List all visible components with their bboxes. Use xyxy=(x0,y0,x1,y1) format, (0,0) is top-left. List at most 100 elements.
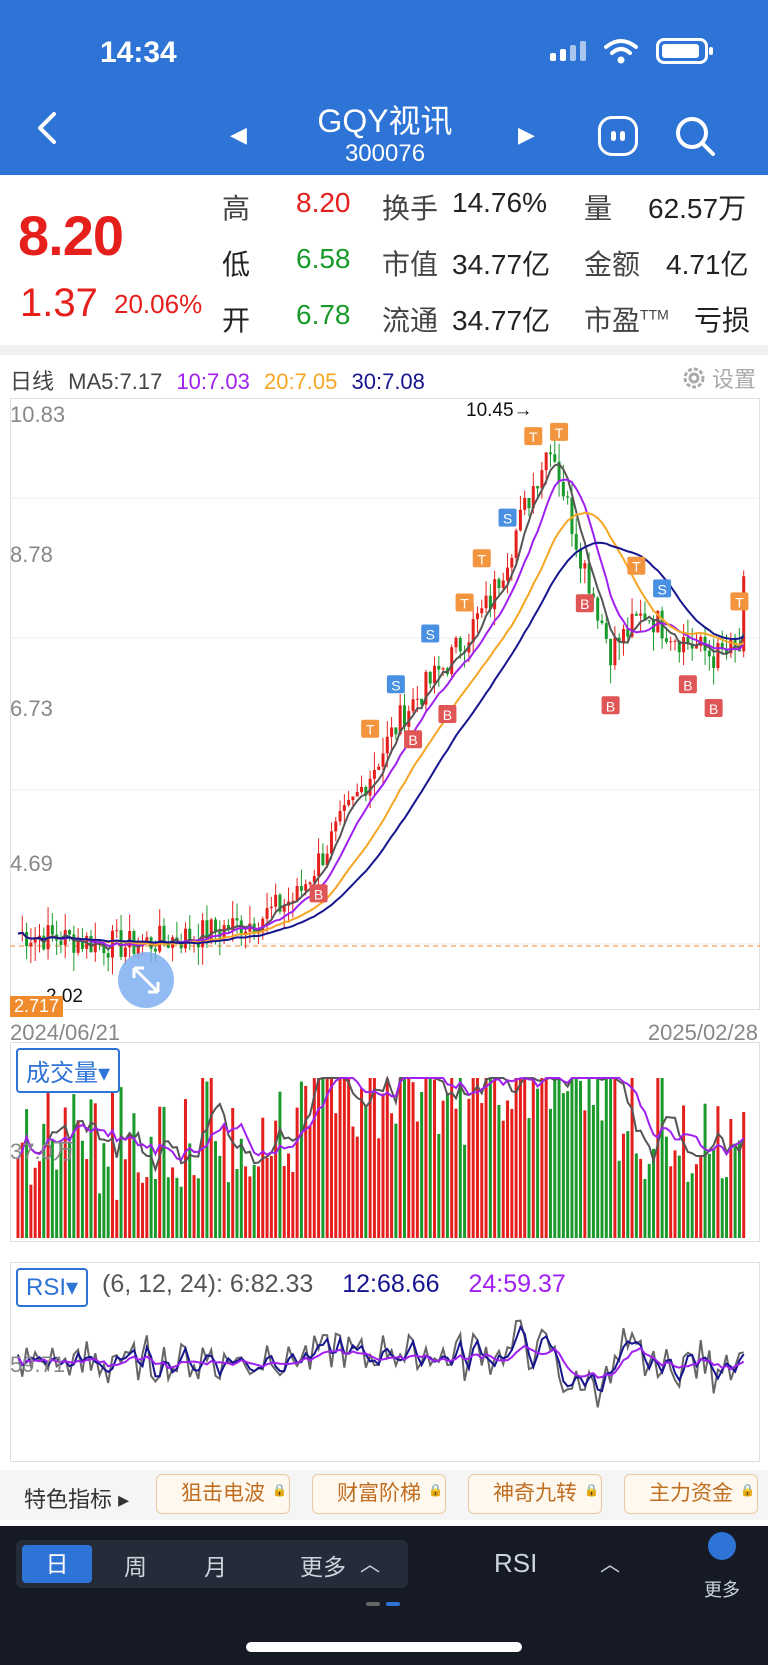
volume-bar xyxy=(634,1153,638,1238)
candle-body xyxy=(441,668,445,670)
volume-bar xyxy=(338,1078,342,1238)
candle-body xyxy=(694,645,698,649)
volume-bar xyxy=(587,1078,591,1238)
volume-bar xyxy=(42,1123,46,1238)
chevron-up-icon[interactable]: ︿ xyxy=(600,1554,620,1576)
period-more[interactable]: 更多 xyxy=(300,1554,346,1580)
volume-bar xyxy=(218,1155,222,1238)
current-price-badge: 2.717 xyxy=(10,996,64,1017)
expand-chart-icon[interactable] xyxy=(118,952,174,1008)
candle-body xyxy=(574,534,578,550)
candle-body xyxy=(360,786,364,793)
svg-text:S: S xyxy=(503,511,512,527)
candle-body xyxy=(329,831,333,854)
candle-body xyxy=(570,497,574,535)
candle-body xyxy=(471,619,475,643)
volume-bar xyxy=(506,1100,510,1238)
volume-selector[interactable]: 成交量▾ xyxy=(16,1048,121,1093)
volume-bar xyxy=(261,1117,265,1238)
svg-text:B: B xyxy=(683,677,692,693)
signal-marker: B xyxy=(678,675,697,694)
volume-bar xyxy=(347,1078,351,1238)
candle-body xyxy=(72,934,76,953)
chevron-up-icon[interactable]: ︿ xyxy=(360,1554,380,1576)
volume-bar xyxy=(548,1108,552,1238)
candle-body xyxy=(347,800,351,806)
feature-magic-nine[interactable]: 神奇九转 🔒 xyxy=(468,1474,602,1514)
period-day[interactable]: 日 xyxy=(22,1545,92,1583)
volume-bar xyxy=(501,1120,505,1238)
candle-body xyxy=(342,805,346,811)
float-cap-value: 34.77亿 xyxy=(452,305,551,336)
candle-body xyxy=(372,769,376,779)
feature-indicator-menu[interactable]: 特色指标 ▸ xyxy=(24,1487,130,1512)
rsi-chart[interactable] xyxy=(10,1262,760,1462)
volume-bar xyxy=(308,1125,312,1238)
volume-bar xyxy=(690,1173,694,1238)
candle-body xyxy=(506,567,510,581)
next-stock-icon[interactable]: ▶ xyxy=(518,122,535,147)
high-label: 高 xyxy=(222,193,251,224)
candle-body xyxy=(686,637,690,645)
candle-body xyxy=(145,937,149,942)
rsi-selector[interactable]: RSI▾ xyxy=(16,1268,89,1307)
candle-body xyxy=(381,753,385,767)
more-avatar-icon[interactable] xyxy=(708,1532,736,1560)
volume-bar xyxy=(394,1123,398,1238)
candle-body xyxy=(76,940,80,953)
candle-body xyxy=(617,637,621,643)
volume-bar xyxy=(660,1078,664,1238)
back-arrow-icon[interactable] xyxy=(30,110,66,146)
indicator-tab[interactable]: RSI xyxy=(494,1548,538,1578)
assistant-robot-icon[interactable] xyxy=(598,116,638,156)
period-month[interactable]: 月 xyxy=(204,1554,227,1580)
svg-text:T: T xyxy=(632,559,641,575)
pager-dot xyxy=(366,1602,380,1606)
candle-body xyxy=(136,946,140,955)
feature-sniper[interactable]: 狙击电波 🔒 xyxy=(156,1474,290,1514)
svg-text:B: B xyxy=(606,698,615,714)
volume-bar xyxy=(145,1177,149,1238)
volume-bar xyxy=(368,1078,372,1238)
candle-body xyxy=(630,613,634,637)
candle-body xyxy=(115,930,119,932)
candle-body xyxy=(553,454,557,462)
volume-bar xyxy=(639,1158,643,1238)
volume-bar xyxy=(579,1080,583,1238)
more-label[interactable]: 更多 xyxy=(704,1580,740,1600)
rsi-line xyxy=(17,1344,745,1379)
candle-body xyxy=(50,925,54,935)
feature-main-capital[interactable]: 主力资金 🔒 xyxy=(624,1474,758,1514)
candle-body xyxy=(437,665,441,670)
period-week[interactable]: 周 xyxy=(124,1554,147,1580)
volume-bar xyxy=(102,1143,106,1238)
ma-legend[interactable]: 日线 MA5:7.17 10:7.03 20:7.05 30:7.08 xyxy=(10,364,433,396)
volume-bar xyxy=(321,1078,325,1238)
settings-button[interactable]: 设置 xyxy=(680,362,756,394)
candle-body xyxy=(561,481,565,497)
volume-bar xyxy=(171,1167,175,1238)
volume-bar xyxy=(235,1169,239,1238)
volume-bar xyxy=(510,1108,514,1238)
volume-chart[interactable] xyxy=(10,1042,760,1242)
volume-bar xyxy=(175,1177,179,1238)
search-icon[interactable] xyxy=(674,115,716,157)
candle-body xyxy=(390,727,394,737)
feature-wealth-ladder[interactable]: 财富阶梯 🔒 xyxy=(312,1474,446,1514)
volume-bar xyxy=(162,1106,166,1238)
candle-body xyxy=(394,727,398,735)
candle-body xyxy=(480,608,484,614)
candle-body xyxy=(454,637,458,648)
kline-chart-frame[interactable] xyxy=(10,398,760,1010)
volume-bar xyxy=(46,1078,50,1238)
candle-body xyxy=(707,650,711,657)
volume-bar xyxy=(437,1133,441,1238)
signal-marker: S xyxy=(421,624,440,643)
volume-bar xyxy=(128,1133,132,1238)
previous-stock-icon[interactable]: ◀ xyxy=(230,122,247,147)
candle-body xyxy=(647,620,651,622)
candle-body xyxy=(188,928,192,942)
volume-bar xyxy=(720,1178,724,1238)
volume-bar xyxy=(402,1078,406,1238)
